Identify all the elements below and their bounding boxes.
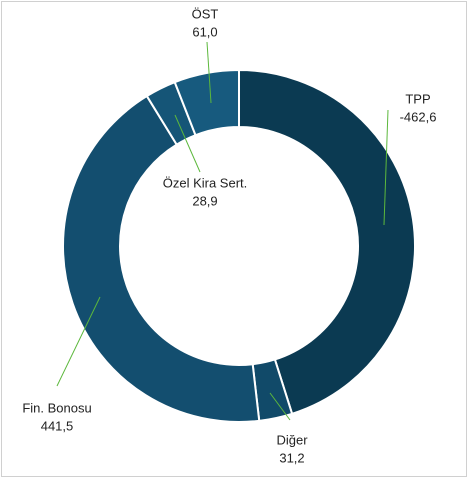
- donut-slice: [173, 68, 240, 137]
- leader-line: [174, 114, 201, 173]
- leader-line: [269, 392, 291, 421]
- slice-label: Fin. Bonosu: [22, 400, 91, 415]
- leader-line: [56, 296, 101, 387]
- leader-line: [383, 109, 389, 226]
- slice-value: 441,5: [41, 418, 74, 433]
- slice-value: 28,9: [192, 193, 217, 208]
- slice-label: ÖST: [192, 6, 219, 21]
- slice-value: 31,2: [279, 450, 304, 465]
- donut: [62, 68, 416, 423]
- leader-line: [206, 41, 212, 104]
- slice-value: -462,6: [400, 109, 437, 124]
- donut-slice: [62, 94, 261, 423]
- donut-slice: [238, 68, 416, 416]
- slice-label: Özel Kira Sert.: [163, 175, 248, 190]
- slice-label: TPP: [405, 91, 430, 106]
- slice-label: Diğer: [276, 432, 308, 447]
- slice-value: 61,0: [192, 24, 217, 39]
